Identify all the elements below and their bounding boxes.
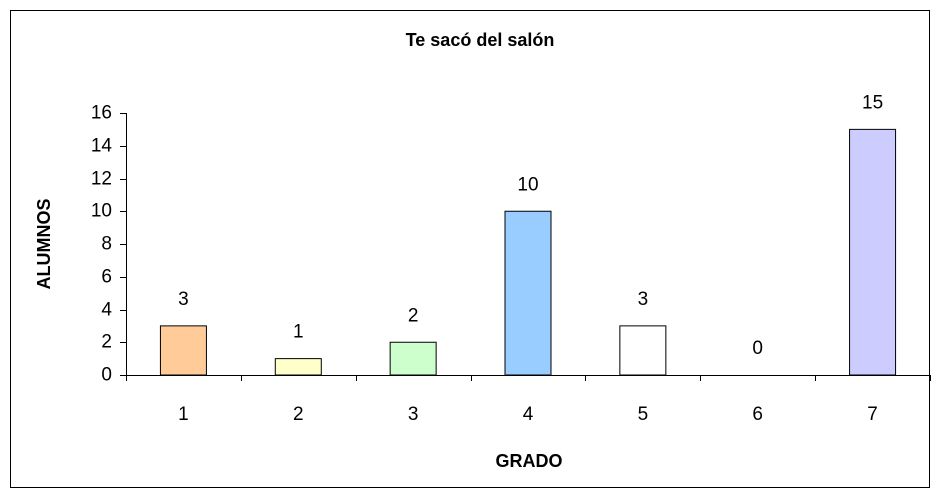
data-label: 2 <box>408 305 419 326</box>
y-axis-label: ALUMNOS <box>34 199 54 290</box>
bar <box>849 128 897 376</box>
data-label: 0 <box>752 338 763 359</box>
bar <box>159 325 207 376</box>
y-tick-label: 4 <box>101 300 112 321</box>
x-tick-label: 1 <box>178 404 189 425</box>
y-tick-label: 16 <box>91 103 112 124</box>
y-tick-label: 2 <box>101 332 112 353</box>
x-tick-label: 5 <box>638 404 649 425</box>
bar <box>504 210 552 376</box>
data-label: 1 <box>293 322 304 343</box>
x-tick-label: 6 <box>752 404 763 425</box>
x-tick-label: 7 <box>867 404 878 425</box>
y-tick-label: 14 <box>91 136 113 157</box>
x-tick-label: 3 <box>408 404 419 425</box>
data-label: 15 <box>862 92 883 113</box>
data-label: 3 <box>638 289 649 310</box>
bar <box>274 358 322 376</box>
x-tick-label: 4 <box>523 404 534 425</box>
chart-border <box>10 10 930 488</box>
x-tick-label: 2 <box>293 404 304 425</box>
x-axis-label: GRADO <box>496 451 563 471</box>
data-label: 10 <box>517 174 538 195</box>
y-tick-label: 6 <box>101 267 112 288</box>
data-label: 3 <box>178 289 189 310</box>
y-tick-label: 8 <box>101 234 112 255</box>
bar <box>389 341 437 376</box>
y-tick-label: 0 <box>101 365 112 386</box>
chart-title: Te sacó del salón <box>406 30 555 50</box>
y-tick-label: 10 <box>91 201 112 222</box>
bar <box>619 325 667 376</box>
y-tick-label: 12 <box>91 169 112 190</box>
